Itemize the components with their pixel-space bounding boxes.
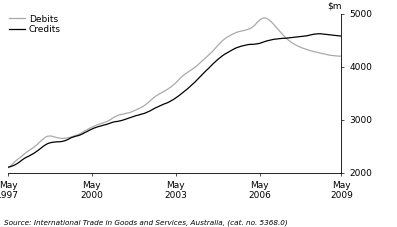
- Debits: [339, 55, 344, 58]
- Credits: [274, 38, 279, 40]
- Debits: [54, 136, 59, 139]
- Line: Credits: Credits: [8, 34, 341, 167]
- Text: Source: International Trade in Goods and Services, Australia, (cat. no. 5368.0): Source: International Trade in Goods and…: [4, 219, 288, 226]
- Credits: [243, 44, 248, 47]
- Line: Debits: Debits: [8, 18, 341, 168]
- Debits: [276, 28, 281, 31]
- Debits: [29, 148, 34, 150]
- Text: $m: $m: [327, 1, 341, 10]
- Credits: [108, 122, 113, 124]
- Credits: [316, 32, 320, 35]
- Legend: Debits, Credits: Debits, Credits: [9, 15, 61, 34]
- Credits: [54, 141, 59, 143]
- Debits: [108, 118, 113, 121]
- Credits: [339, 35, 344, 37]
- Credits: [278, 37, 283, 40]
- Credits: [29, 153, 34, 156]
- Debits: [281, 34, 285, 36]
- Debits: [243, 29, 248, 31]
- Debits: [6, 166, 10, 169]
- Debits: [262, 17, 267, 19]
- Credits: [6, 166, 10, 169]
